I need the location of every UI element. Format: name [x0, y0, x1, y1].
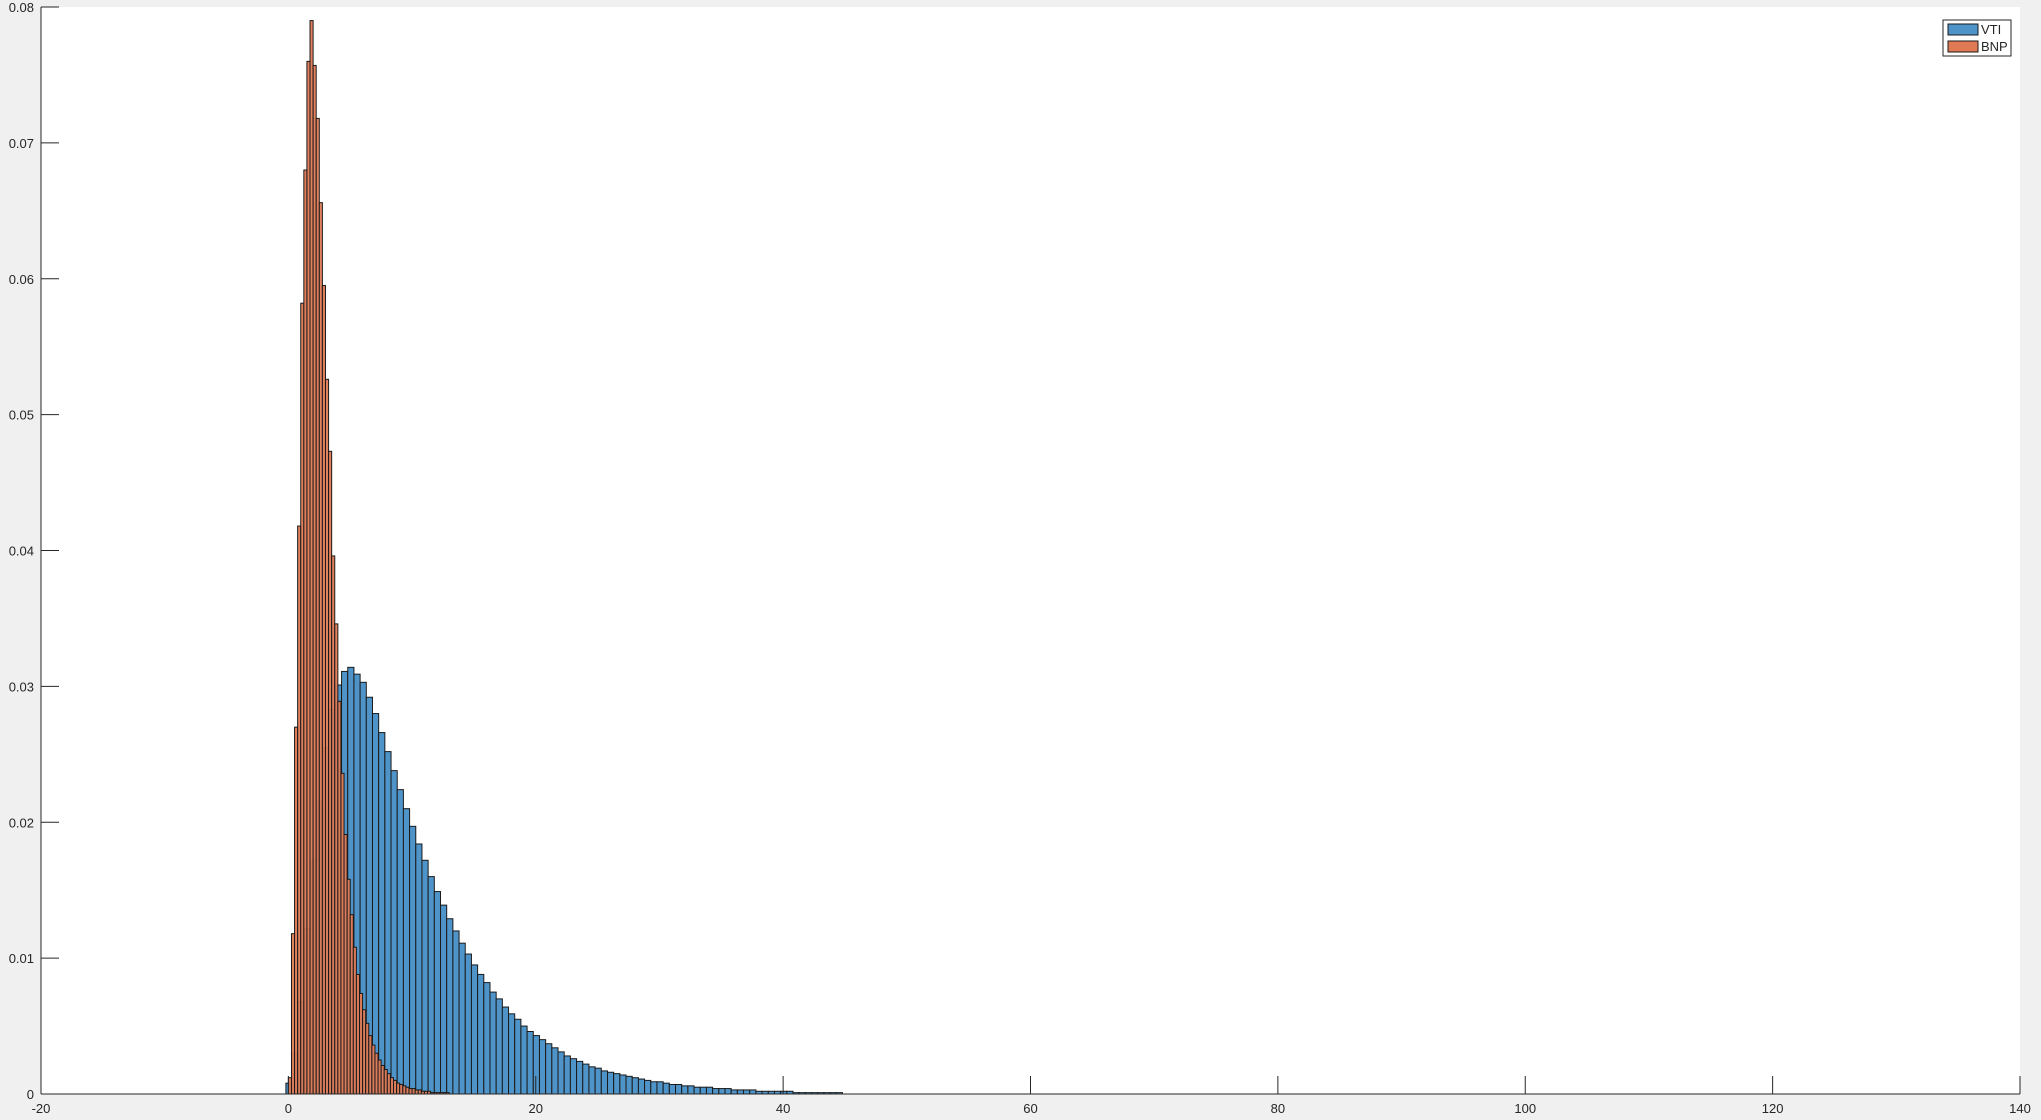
x-tick-label: 100: [1514, 1101, 1536, 1116]
bar-vti: [563, 1055, 571, 1095]
bar-vti: [390, 770, 398, 1095]
bar-vti: [508, 1013, 516, 1095]
x-tick-label: 60: [1023, 1101, 1037, 1116]
y-tick-label: 0.03: [9, 679, 34, 694]
bar-vti: [736, 1089, 745, 1095]
y-tick-label: 0.05: [9, 408, 34, 423]
bar-vti: [464, 953, 472, 1095]
bar-vti: [588, 1066, 596, 1095]
legend-item-bnp[interactable]: BNP: [1947, 39, 2008, 54]
bar-vti: [557, 1051, 565, 1095]
bar-vti: [551, 1047, 559, 1095]
bar-vti: [619, 1074, 627, 1095]
bar-vti: [427, 876, 435, 1095]
bar-vti: [650, 1081, 658, 1095]
bar-vti: [452, 930, 460, 1095]
bar-vti: [421, 859, 429, 1095]
bar-vti: [668, 1083, 677, 1095]
legend-swatch: [1947, 40, 1979, 53]
bar-vti: [526, 1030, 534, 1095]
x-tick-label: 140: [2009, 1101, 2031, 1116]
y-tick-label: 0.04: [9, 544, 34, 559]
bar-vti: [483, 982, 491, 1095]
bar-vti: [458, 942, 466, 1095]
bar-vti: [378, 732, 386, 1095]
bar-vti: [693, 1086, 701, 1095]
bar-vti: [440, 904, 448, 1095]
bar-vti: [718, 1088, 726, 1095]
x-tick-label: 20: [529, 1101, 543, 1116]
bar-vti: [631, 1077, 639, 1095]
bar-vti: [409, 825, 417, 1095]
x-tick-label: 80: [1271, 1101, 1285, 1116]
bar-vti: [538, 1039, 547, 1095]
bar-vti: [545, 1043, 553, 1095]
x-tick-label: 0: [285, 1101, 292, 1116]
bar-vti: [576, 1060, 584, 1095]
bar-vti: [606, 1071, 615, 1095]
legend-swatch: [1947, 23, 1979, 36]
bar-vti: [371, 713, 380, 1095]
y-tick-label: 0.08: [9, 0, 34, 15]
bar-vti: [749, 1089, 757, 1095]
bar-vti: [433, 891, 442, 1095]
bar-vti: [730, 1089, 738, 1095]
bar-vti: [594, 1067, 602, 1095]
x-tick-label: 40: [776, 1101, 790, 1116]
bar-vti: [687, 1085, 695, 1095]
y-tick-label: 0.01: [9, 951, 34, 966]
bar-vti: [569, 1058, 578, 1095]
bar-vti: [495, 998, 503, 1095]
y-tick-label: 0: [27, 1087, 34, 1102]
bar-vti: [477, 973, 485, 1095]
y-tick-label: 0.06: [9, 272, 34, 287]
legend[interactable]: VTI BNP: [1942, 19, 2012, 57]
bar-vti: [705, 1086, 714, 1095]
bar-vti: [699, 1086, 707, 1095]
bar-vti: [625, 1075, 633, 1095]
bar-vti: [662, 1082, 670, 1095]
bar-vti: [514, 1018, 522, 1095]
bar-vti: [613, 1073, 621, 1095]
x-tick-label: -20: [32, 1101, 51, 1116]
y-tick-label: 0.02: [9, 815, 34, 830]
bar-vti: [384, 751, 392, 1095]
bar-vti: [446, 918, 454, 1095]
bar-vti: [415, 843, 423, 1095]
bar-vti: [656, 1081, 664, 1095]
bar-vti: [501, 1006, 510, 1095]
bar-vti: [712, 1088, 720, 1095]
y-tick-label: 0.07: [9, 136, 34, 151]
axes: -20 0 20 40 60 80 100 120 14000.010.020.030.040.…: [9, 0, 2031, 1116]
bar-vti: [489, 991, 497, 1095]
bar-vti: [600, 1070, 608, 1095]
bar-vti: [743, 1089, 751, 1095]
bar-vti: [681, 1085, 689, 1095]
bar-vti: [637, 1078, 646, 1095]
bar-vti: [396, 789, 404, 1095]
bar-vti: [532, 1035, 540, 1095]
bar-vti: [520, 1025, 528, 1095]
bar-vti: [724, 1088, 732, 1095]
bar-vti: [644, 1079, 652, 1095]
legend-item-vti[interactable]: VTI: [1947, 22, 2001, 37]
bar-vti: [470, 964, 479, 1095]
bar-vti: [675, 1083, 683, 1095]
x-tick-label: 120: [1762, 1101, 1784, 1116]
bar-vti: [582, 1063, 590, 1095]
legend-label: VTI: [1981, 22, 2001, 37]
bar-vti: [402, 808, 411, 1095]
legend-label: BNP: [1981, 39, 2008, 54]
